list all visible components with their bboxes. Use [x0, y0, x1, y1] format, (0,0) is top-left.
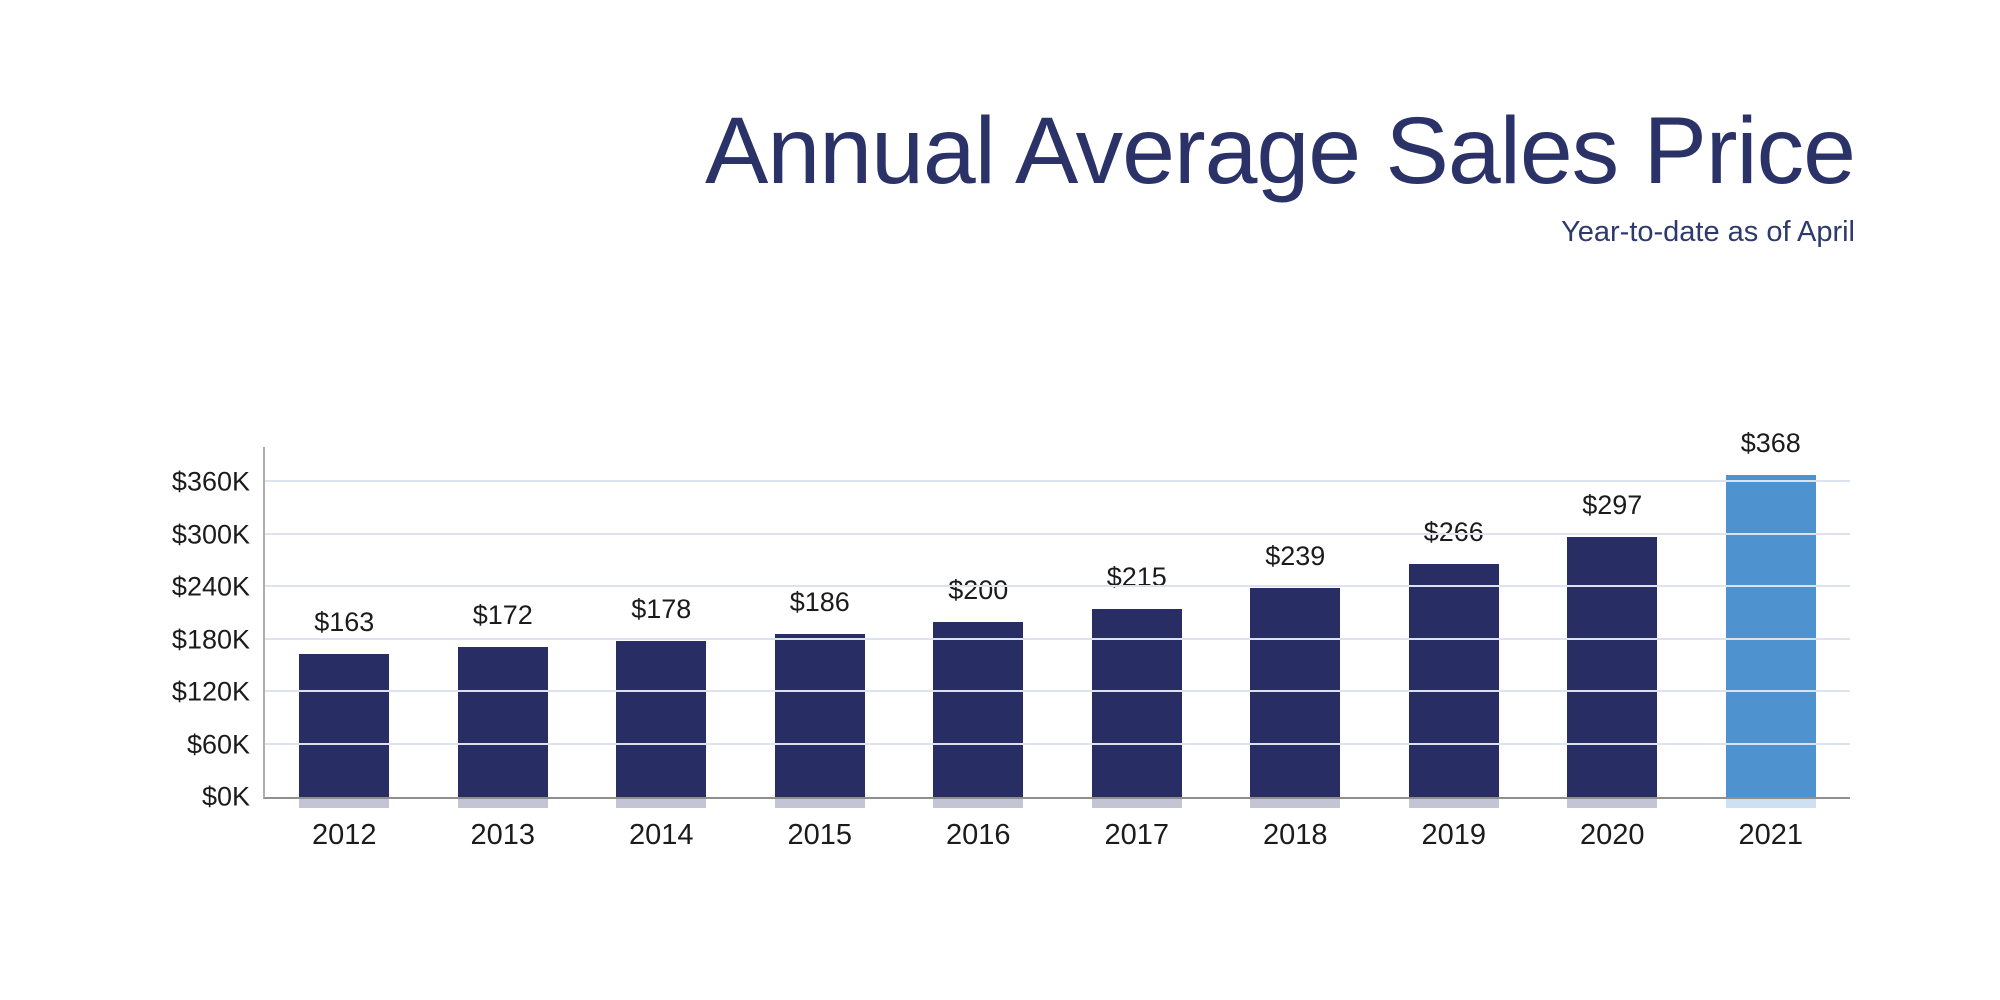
y-axis-tick-label: $240K — [171, 571, 250, 602]
bar-2013 — [457, 646, 548, 808]
bar-shadow — [616, 799, 707, 808]
bar-value-label: $239 — [1265, 540, 1326, 571]
bar-value-label: $266 — [1423, 517, 1484, 548]
bar-series: $163 2012 $172 2013 $178 2014 $186 2015 $200 2016… — [265, 428, 1851, 851]
x-axis-label-2012: 2012 — [311, 819, 377, 851]
gridline — [265, 742, 1850, 745]
x-axis-label-2015: 2015 — [787, 819, 852, 851]
gridline — [265, 637, 1850, 640]
x-axis-label-2020: 2020 — [1579, 819, 1645, 851]
bar-2020 — [1567, 537, 1658, 808]
bar-value-label: $200 — [948, 575, 1009, 605]
bar-shadow — [1250, 799, 1341, 808]
bar-shadow — [299, 799, 390, 808]
y-axis-tick-label: $180K — [171, 624, 250, 654]
bar-value-label: $178 — [631, 594, 692, 625]
plot-area: $163 2012 $172 2013 $178 2014 $186 2015 $200 2016… — [263, 428, 1851, 851]
bar-2021 — [1725, 475, 1816, 808]
bar-slot-2018: $239 2018 — [1216, 447, 1375, 851]
bar-slot-2012: $163 2012 — [265, 447, 424, 851]
y-axis-tick-label: $0K — [201, 781, 250, 812]
bar-shadow — [1091, 799, 1182, 808]
bar-value-label: $297 — [1582, 490, 1643, 521]
bar-value-label: $186 — [789, 587, 850, 618]
x-axis-label-2016: 2016 — [945, 819, 1011, 851]
bar-slot-2015: $186 2015 — [741, 447, 900, 851]
bar-value-label: $163 — [314, 607, 375, 638]
bar-slot-2021: $368 2021 — [1692, 428, 1851, 851]
bar-shadow — [457, 799, 548, 808]
bar-value-label: $172 — [472, 599, 533, 630]
x-axis-label-2019: 2019 — [1421, 819, 1486, 851]
gridline — [265, 532, 1850, 535]
bar-slot-2019: $266 2019 — [1375, 447, 1534, 851]
bar-value-label: $215 — [1106, 561, 1167, 592]
bar-shadow — [1567, 799, 1658, 808]
bar-slot-2017: $215 2017 — [1058, 447, 1217, 851]
bar-2019 — [1408, 564, 1499, 808]
chart-subtitle: Year-to-date as of April — [1561, 215, 1855, 248]
chart-title: Annual Average Sales Price — [705, 98, 1856, 204]
bar-2014 — [616, 641, 707, 808]
y-axis-tick-label: $360K — [171, 466, 250, 497]
y-axis-labels: $0K $60K $120K $180K $240K $300K $360K — [60, 447, 250, 812]
gridline — [265, 585, 1850, 587]
bar-value-label: $368 — [1740, 428, 1801, 458]
bar-2018 — [1250, 587, 1341, 808]
bar-shadow — [1408, 799, 1499, 808]
x-axis-label-2014: 2014 — [628, 819, 694, 851]
bar-slot-2020: $297 2020 — [1533, 447, 1692, 851]
bar-slot-2013: $172 2013 — [424, 447, 583, 851]
bar-2012 — [299, 654, 390, 808]
gridline — [265, 690, 1850, 692]
bar-slot-2016: $200 2016 — [899, 447, 1058, 851]
x-axis-label-2013: 2013 — [470, 819, 535, 851]
bar-2016 — [933, 622, 1024, 808]
bar-shadow — [774, 799, 865, 808]
bar-shadow — [933, 799, 1024, 808]
y-axis-tick-label: $60K — [186, 729, 250, 759]
bar-2017 — [1091, 608, 1182, 808]
bar-2015 — [774, 634, 865, 808]
bar-slot-2014: $178 2014 — [582, 447, 741, 851]
x-axis-label-2018: 2018 — [1262, 819, 1328, 851]
y-axis-tick-label: $120K — [171, 676, 250, 707]
y-axis-tick-label: $300K — [171, 519, 250, 549]
x-axis-label-2017: 2017 — [1104, 819, 1169, 851]
chart-header: Annual Average Sales Price Year-to-date … — [705, 0, 1856, 249]
gridline — [265, 480, 1850, 482]
x-axis-label-2021: 2021 — [1738, 819, 1803, 851]
bar-shadow — [1725, 799, 1816, 808]
